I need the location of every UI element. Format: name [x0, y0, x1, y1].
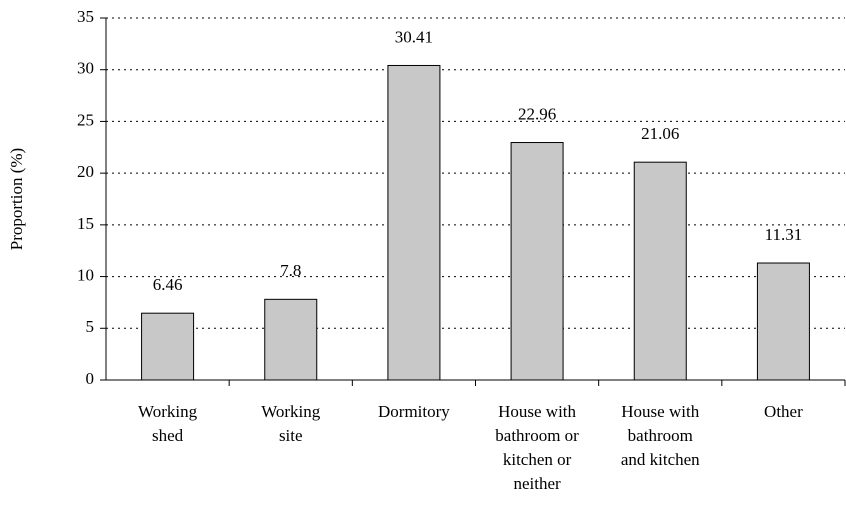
- data-label: 21.06: [641, 124, 679, 143]
- x-tick-label: shed: [152, 426, 184, 445]
- bar: [510, 142, 564, 381]
- x-tick-label: House with: [621, 402, 699, 421]
- x-tick-label: Working: [138, 402, 198, 421]
- x-tick-label: Working: [261, 402, 321, 421]
- bar: [264, 298, 318, 381]
- y-tick-label: 10: [77, 265, 94, 284]
- data-label: 11.31: [765, 225, 803, 244]
- x-tick-label: and kitchen: [621, 450, 700, 469]
- x-tick-label: Other: [764, 402, 803, 421]
- y-tick-label: 0: [86, 369, 95, 388]
- x-tick-label: House with: [498, 402, 576, 421]
- x-tick-label: neither: [513, 474, 561, 493]
- x-tick-label: kitchen or: [503, 450, 572, 469]
- y-tick-label: 20: [77, 162, 94, 181]
- bar: [633, 161, 687, 381]
- y-tick-label: 25: [77, 110, 94, 129]
- x-tick-label: site: [279, 426, 303, 445]
- data-label: 6.46: [153, 275, 183, 294]
- bar: [756, 262, 810, 381]
- y-axis-title: Proportion (%): [7, 148, 26, 250]
- data-label: 7.8: [280, 261, 301, 280]
- data-label: 30.41: [395, 27, 433, 46]
- y-tick-label: 15: [77, 214, 94, 233]
- bar: [387, 64, 441, 381]
- bar: [141, 312, 195, 381]
- x-tick-label: bathroom: [628, 426, 693, 445]
- x-tick-label: Dormitory: [378, 402, 450, 421]
- y-tick-label: 35: [77, 7, 94, 26]
- y-tick-label: 5: [86, 317, 95, 336]
- y-tick-label: 30: [77, 59, 94, 78]
- data-label: 22.96: [518, 104, 556, 123]
- x-tick-label: bathroom or: [495, 426, 579, 445]
